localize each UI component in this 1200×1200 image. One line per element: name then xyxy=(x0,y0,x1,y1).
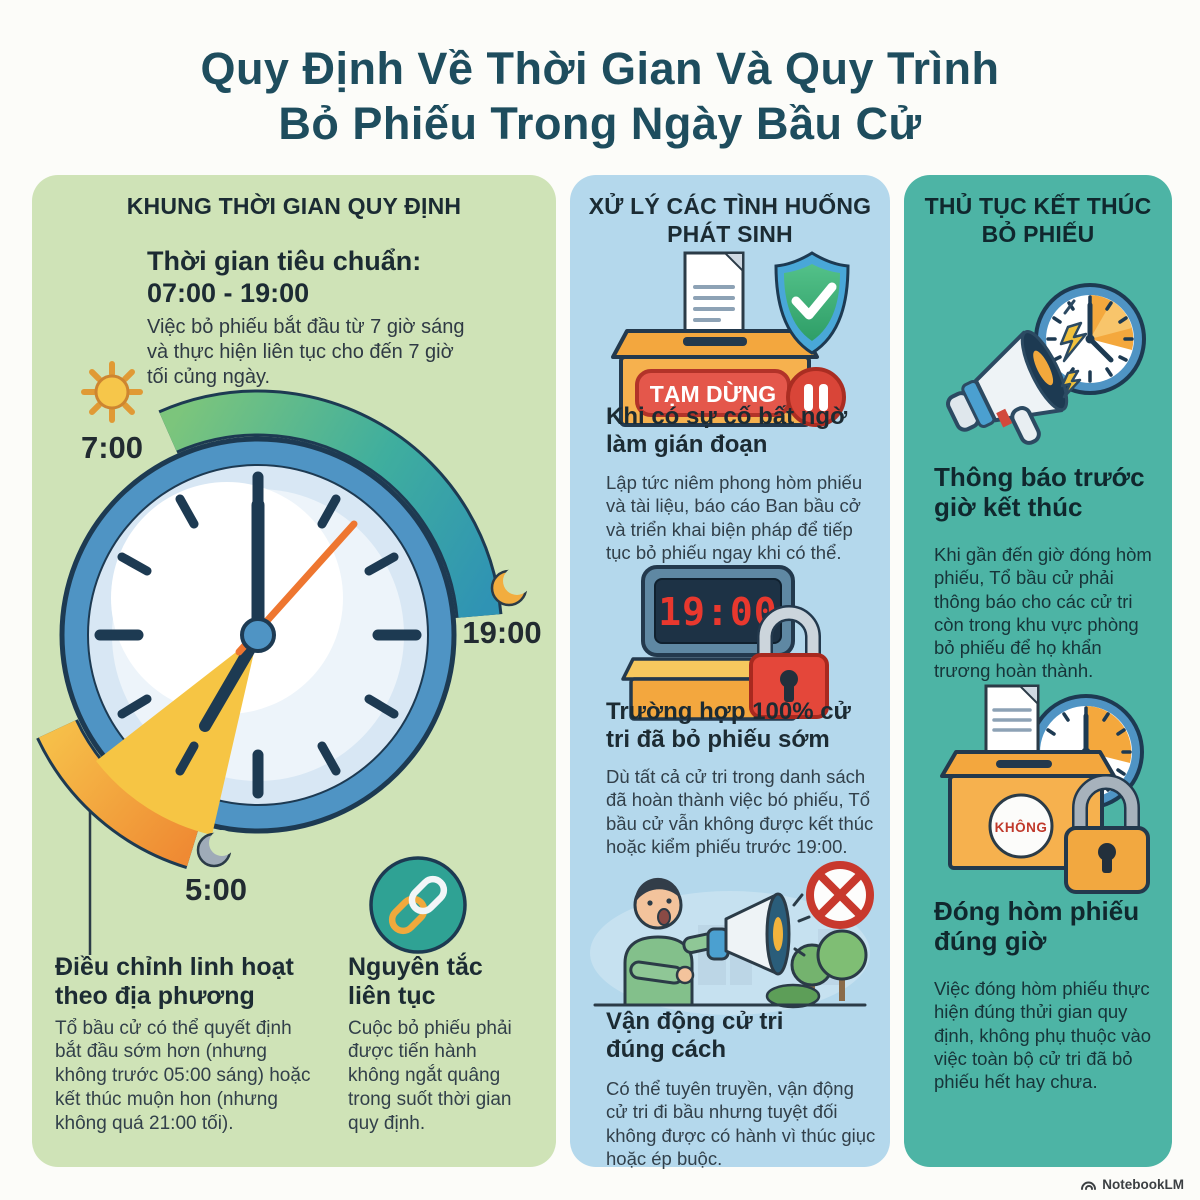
panel-incidents: XỬ LÝ CÁC TÌNH HUỐNG PHÁT SINH xyxy=(570,175,890,1169)
pause-badge-label: TẠM DỪNG xyxy=(650,380,776,407)
prohibition-icon xyxy=(806,861,874,929)
early-hours-wedge xyxy=(96,635,258,835)
flexible-adjustment-block: Điều chỉnh linh hoạt theo địa phương Tổ … xyxy=(55,953,313,1136)
middle-panel-header: XỬ LÝ CÁC TÌNH HUỐNG PHÁT SINH xyxy=(588,193,872,247)
person-speaker xyxy=(623,877,727,1007)
time-arc xyxy=(158,389,503,619)
ballot-box-pause-illustration: TẠM DỪNG xyxy=(611,251,850,427)
megaphone-icon xyxy=(706,892,811,976)
early-complete-body: Dù tất cả cử tri trong danh sách đã hoàn… xyxy=(606,766,874,857)
padlock-icon xyxy=(1064,774,1150,894)
digital-clock-display: 19:00 xyxy=(658,590,777,634)
incident-heading: Khi có sự cố bất ngờ làm gián đoạn xyxy=(606,403,848,458)
sun-icon xyxy=(81,361,143,423)
clock-end-label: 19:00 xyxy=(462,615,541,650)
incident-block: Khi có sự cố bất ngờ làm gián đoạn xyxy=(606,403,866,464)
incident-body: Lập tức niêm phong hòm phiếu và tài liệu… xyxy=(606,472,863,563)
panel-time-frame: KHUNG THỜI GIAN QUY ĐỊNH Thời gian tiêu … xyxy=(32,175,556,1167)
flexible-heading: Điều chỉnh linh hoạt theo địa phương xyxy=(55,953,294,1010)
close-on-time-block: Đóng hòm phiếu đúng giờ xyxy=(934,896,1154,963)
announce-heading: Thông báo trước giờ kết thúc xyxy=(934,462,1145,522)
clock-early-label: 5:00 xyxy=(185,872,247,907)
standard-time-block: Thời gian tiêu chuẩn: 07:00 - 19:00 Việc… xyxy=(147,245,497,390)
campaigning-body: Có thể tuyên truyền, vận động cử tri đi … xyxy=(606,1078,876,1169)
close-box-illustration: KHÔNG xyxy=(940,684,1150,894)
continuity-heading: Nguyên tắc liên tục xyxy=(348,953,483,1010)
continuity-block: Nguyên tắc liên tục Cuộc bỏ phiếu phải đ… xyxy=(348,953,533,1136)
no-badge: KHÔNG xyxy=(988,793,1054,859)
early-arc xyxy=(36,718,201,869)
shield-check-icon xyxy=(774,251,850,355)
megaphone-icon xyxy=(946,330,1069,445)
padlock-icon xyxy=(749,605,829,719)
moon-icon xyxy=(490,567,531,607)
left-panel-header: KHUNG THỜI GIAN QUY ĐỊNH xyxy=(126,193,462,219)
footer-brand: NotebookLM xyxy=(1080,1177,1184,1192)
announce-block: Thông báo trước giờ kết thúc xyxy=(934,462,1154,529)
campaigning-heading: Vận động cử tri đúng cách xyxy=(606,1008,784,1063)
voter-campaign-illustration xyxy=(590,861,874,1015)
announcement-illustration xyxy=(946,283,1146,445)
ballot-paper-icon xyxy=(683,251,745,333)
standard-time-body: Việc bỏ phiếu bắt đầu từ 7 giờ sáng và t… xyxy=(147,315,465,389)
pause-icon xyxy=(786,367,846,427)
flexible-body: Tổ bầu cử có thể quyết định bắt đầu sớm … xyxy=(55,1017,311,1135)
early-complete-heading: Trường hợp 100% cử tri đã bỏ phiếu sớm xyxy=(606,698,851,753)
ballot-paper-icon xyxy=(984,684,1040,754)
page-title: Quy Định Về Thời Gian Và Quy Trình Bỏ Ph… xyxy=(0,42,1200,152)
clock-start-label: 7:00 xyxy=(81,430,143,465)
no-badge-label: KHÔNG xyxy=(995,820,1048,835)
standard-time-heading: Thời gian tiêu chuẩn: xyxy=(147,246,422,276)
lightning-icons xyxy=(1059,299,1088,399)
chain-link-icon xyxy=(369,856,467,954)
close-on-time-heading: Đóng hòm phiếu đúng giờ xyxy=(934,896,1140,956)
right-panel-header: THỦ TỤC KẾT THÚC BỎ PHIẾU xyxy=(924,193,1152,247)
footer-brand-label: NotebookLM xyxy=(1102,1177,1184,1192)
page-title-line2: Bỏ Phiếu Trong Ngày Bầu Cử xyxy=(278,97,922,149)
page-title-line1: Quy Định Về Thời Gian Và Quy Trình xyxy=(200,43,1000,94)
campaigning-block: Vận động cử tri đúng cách xyxy=(606,1008,806,1069)
digital-clock-icon: 19:00 xyxy=(641,565,795,657)
panel-closing-procedure: THỦ TỤC KẾT THÚC BỎ PHIẾU xyxy=(904,175,1172,1167)
analog-clock-illustration: 7:00 19:00 5:00 xyxy=(36,361,542,955)
crescent-gray-icon xyxy=(196,830,235,868)
announce-body: Khi gần đến giờ đóng hòm phiếu, Tổ bầu c… xyxy=(934,544,1152,682)
early-complete-block: Trường hợp 100% cử tri đã bỏ phiếu sớm xyxy=(606,698,876,759)
standard-time-range: 07:00 - 19:00 xyxy=(147,278,310,309)
clock-face xyxy=(59,436,457,835)
digital-clock-lock-illustration: 19:00 xyxy=(621,565,829,721)
notebooklm-logo-icon xyxy=(1081,1181,1097,1190)
continuity-body: Cuộc bỏ phiếu phải được tiến hành không … xyxy=(348,1017,512,1135)
close-on-time-body: Việc đóng hòm phiếu thực hiện đúng thửi … xyxy=(934,978,1152,1093)
